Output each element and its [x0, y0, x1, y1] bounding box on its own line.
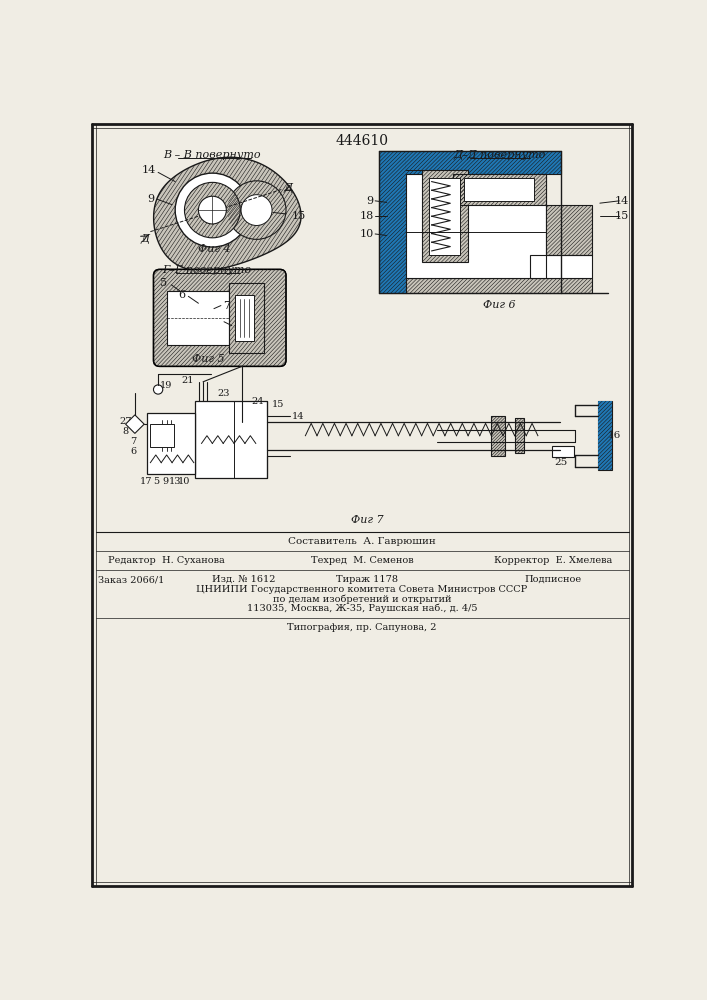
Bar [406, 278, 592, 293]
Text: 27: 27 [119, 417, 132, 426]
Text: 13: 13 [169, 477, 182, 486]
Text: 25: 25 [554, 458, 568, 467]
Bar [168, 291, 230, 345]
Circle shape [185, 182, 240, 238]
Text: Заказ 2066/1: Заказ 2066/1 [98, 575, 164, 584]
Text: Типография, пр. Сапунова, 2: Типография, пр. Сапунова, 2 [287, 623, 437, 632]
Text: 14: 14 [141, 165, 156, 175]
Text: Составитель  А. Гаврюшин: Составитель А. Гаврюшин [288, 537, 436, 546]
Circle shape [227, 181, 286, 239]
Text: Г–Г повернуто: Г–Г повернуто [163, 265, 252, 275]
Text: ЦНИИПИ Государственного комитета Совета Министров СССР: ЦНИИПИ Государственного комитета Совета … [197, 585, 527, 594]
Bar [146, 413, 195, 474]
Text: 18: 18 [359, 211, 373, 221]
Text: 24: 24 [251, 397, 264, 406]
Bar [421, 170, 468, 262]
Bar [379, 151, 406, 293]
Circle shape [175, 173, 250, 247]
Text: 444610: 444610 [335, 134, 388, 148]
Bar [452, 174, 546, 205]
Text: Фиг 6: Фиг 6 [483, 300, 515, 310]
Text: Д–Д повернуто: Д–Д повернуто [453, 150, 545, 160]
Text: Подписное: Подписное [525, 575, 582, 584]
Text: 17: 17 [140, 477, 153, 486]
Text: 15: 15 [614, 211, 629, 221]
Bar [235, 295, 255, 341]
Bar [598, 401, 612, 470]
Text: Корректор  Е. Хмелева: Корректор Е. Хмелева [494, 556, 612, 565]
Text: 7: 7 [223, 301, 230, 311]
Text: 15: 15 [272, 400, 284, 409]
Bar [530, 255, 592, 278]
Text: 6: 6 [130, 447, 136, 456]
Bar [491, 416, 506, 456]
FancyBboxPatch shape [153, 269, 286, 366]
Text: 19: 19 [160, 381, 172, 390]
Text: Фиг 5: Фиг 5 [192, 354, 225, 364]
Text: 23: 23 [218, 389, 230, 398]
Text: Техред  М. Семенов: Техред М. Семенов [310, 556, 414, 565]
Polygon shape [153, 157, 301, 271]
Circle shape [241, 195, 272, 225]
Text: 8: 8 [122, 427, 129, 436]
Text: 5: 5 [160, 278, 167, 288]
Text: 113035, Москва, Ж-35, Раушская наб., д. 4/5: 113035, Москва, Ж-35, Раушская наб., д. … [247, 603, 477, 613]
Text: по делам изобретений и открытий: по делам изобретений и открытий [273, 594, 451, 604]
Circle shape [199, 196, 226, 224]
Bar [546, 205, 592, 255]
Text: 8: 8 [233, 322, 241, 332]
Bar [230, 283, 264, 353]
Bar [406, 151, 561, 174]
Bar [379, 151, 406, 293]
Bar [452, 174, 546, 205]
Bar [230, 283, 264, 353]
Bar [598, 401, 612, 470]
Text: 21: 21 [181, 376, 194, 385]
Text: 10: 10 [178, 477, 191, 486]
Text: Д: Д [141, 234, 149, 244]
Bar [515, 418, 524, 453]
Text: 14: 14 [614, 196, 629, 206]
Circle shape [153, 385, 163, 394]
Text: Изд. № 1612: Изд. № 1612 [211, 575, 275, 584]
Text: 9: 9 [163, 477, 169, 486]
Text: 14: 14 [291, 412, 304, 421]
Bar [491, 416, 506, 456]
Text: Д: Д [284, 183, 293, 193]
Text: Редактор  Н. Суханова: Редактор Н. Суханова [107, 556, 224, 565]
Text: Фиг 4: Фиг 4 [198, 244, 230, 254]
Bar [421, 170, 468, 262]
Text: 9: 9 [366, 196, 373, 206]
Text: 16: 16 [607, 431, 621, 440]
Text: 10: 10 [359, 229, 373, 239]
Bar [195, 401, 267, 478]
Bar [406, 174, 546, 278]
Bar [151, 424, 174, 447]
Bar [406, 151, 561, 174]
Bar [429, 178, 460, 255]
Bar [552, 446, 573, 457]
Text: 7: 7 [130, 437, 136, 446]
Text: 9: 9 [147, 194, 154, 204]
Bar [546, 205, 592, 255]
Text: 5: 5 [153, 477, 160, 486]
Text: 6: 6 [178, 290, 185, 300]
Text: 15: 15 [291, 211, 305, 221]
Text: Тираж 1178: Тираж 1178 [337, 575, 398, 584]
Bar [515, 418, 524, 453]
Text: B – B повернуто: B – B повернуто [163, 150, 261, 160]
Bar [406, 278, 592, 293]
Polygon shape [126, 415, 144, 433]
Text: Фиг 7: Фиг 7 [351, 515, 384, 525]
Bar [464, 178, 534, 201]
